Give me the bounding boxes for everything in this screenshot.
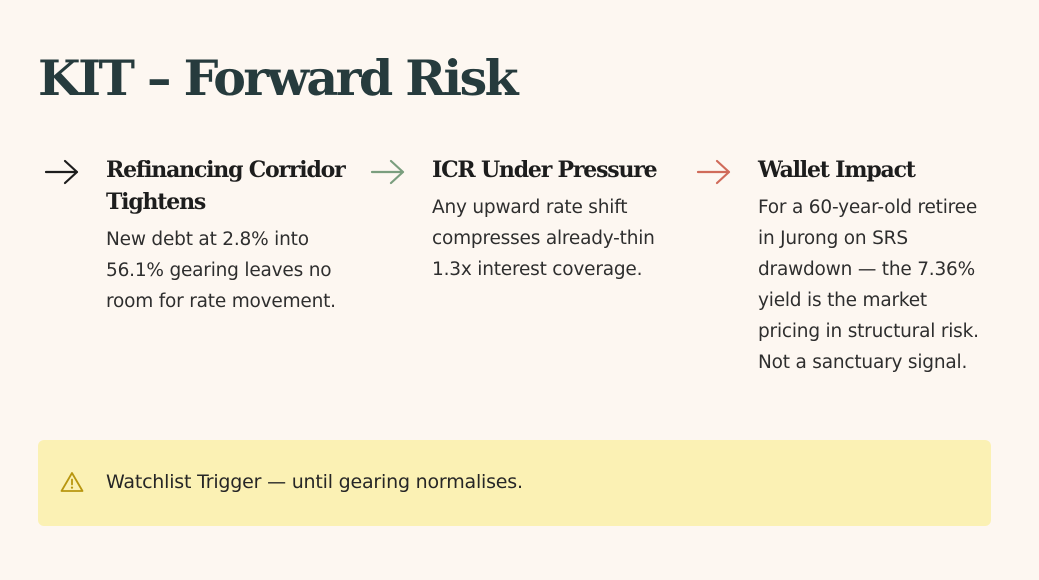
card-heading: Wallet Impact xyxy=(758,157,916,183)
arrow-right-icon xyxy=(370,159,406,185)
card-body: New debt at 2.8% into 56.1% gearing leav… xyxy=(106,229,336,312)
card-heading: Refinancing Corridor Tightens xyxy=(106,157,346,215)
card-heading: ICR Under Pressure xyxy=(432,157,658,183)
card-body: Any upward rate shift compresses already… xyxy=(432,197,655,280)
watchlist-callout: Watchlist Trigger — until gearing normal… xyxy=(38,440,991,526)
warning-icon xyxy=(60,471,84,493)
page-title: KIT – Forward Risk xyxy=(38,49,519,107)
card-body: For a 60-year-old retiree in Jurong on S… xyxy=(758,197,979,373)
arrow-right-icon xyxy=(44,159,80,185)
arrow-right-icon xyxy=(696,159,732,185)
callout-text: Watchlist Trigger — until gearing normal… xyxy=(106,471,523,493)
